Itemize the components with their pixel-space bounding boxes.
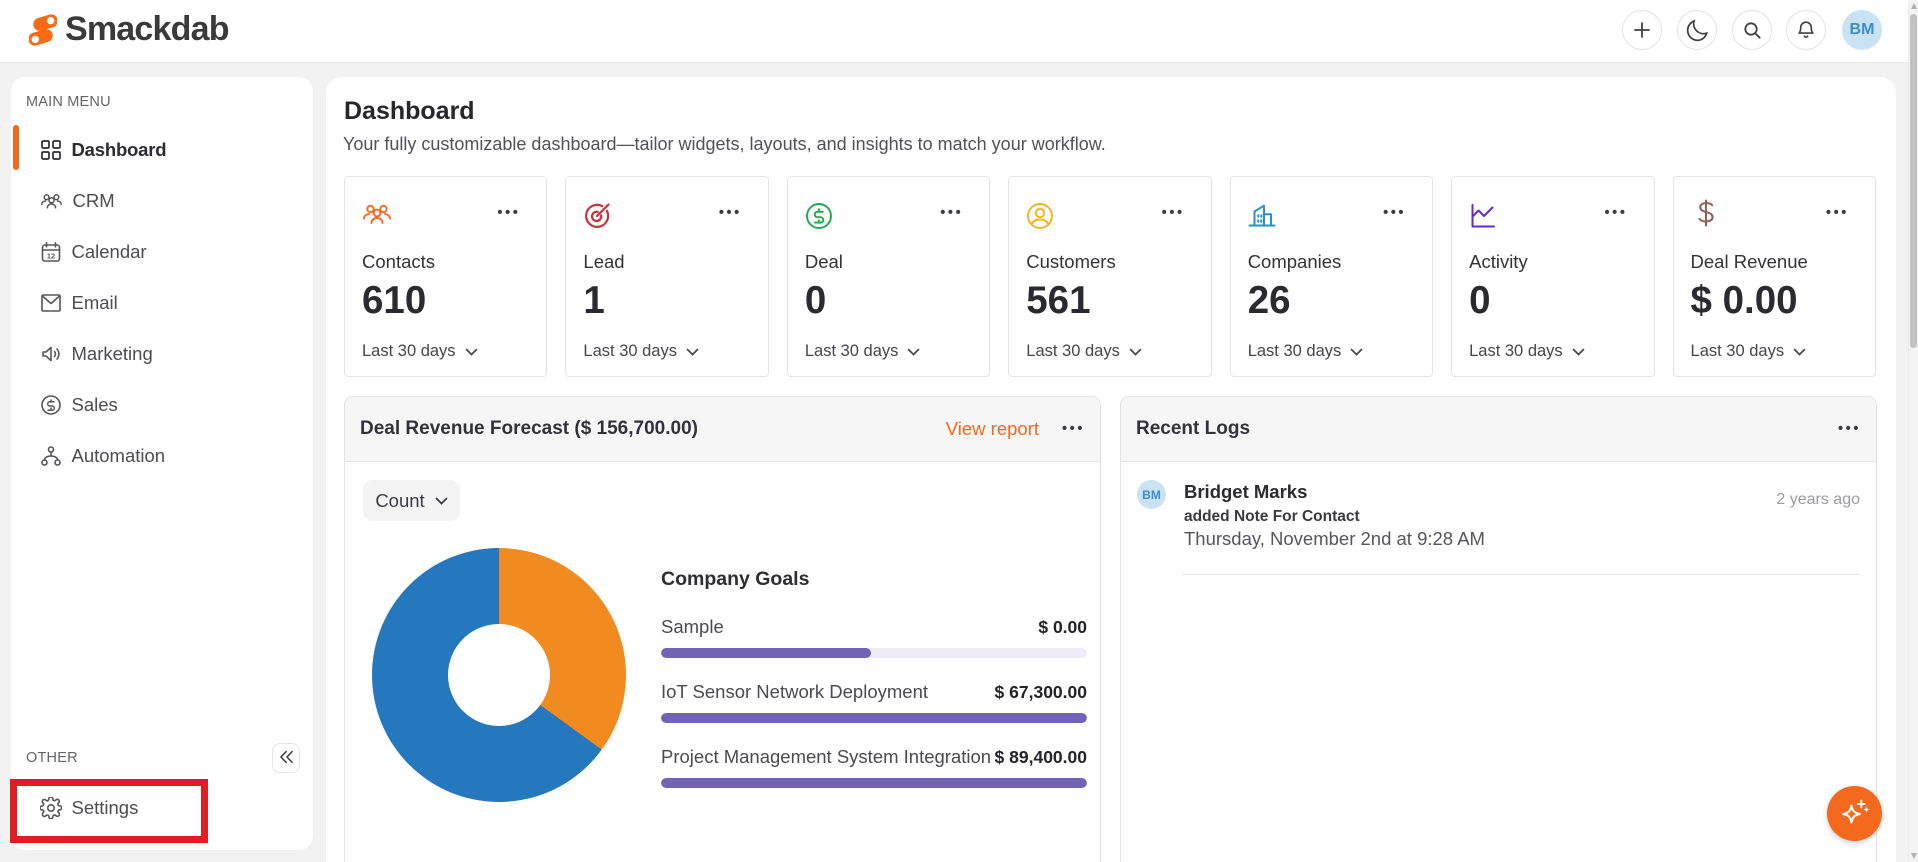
svg-text:12: 12: [47, 252, 55, 261]
